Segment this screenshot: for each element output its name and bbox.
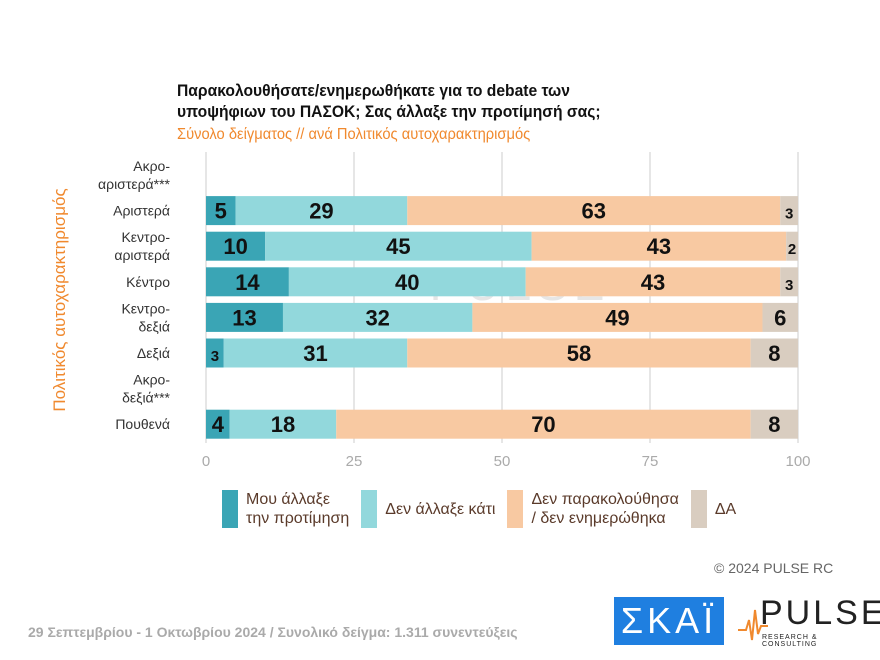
data-label: 45 <box>386 234 410 259</box>
category-label: Κεντρο- <box>121 300 170 316</box>
data-label: 5 <box>215 199 227 224</box>
chart-title: Παρακολουθήσατε/ενημερωθήκατε για το deb… <box>177 80 601 122</box>
category-label: Κέντρο <box>126 274 170 290</box>
data-label: 31 <box>303 341 327 366</box>
data-label: 29 <box>309 199 333 224</box>
bar-segment <box>762 302 798 332</box>
data-label: 63 <box>582 199 606 224</box>
data-label: 2 <box>788 241 796 258</box>
data-label: 3 <box>785 206 793 223</box>
bar-segment <box>780 196 798 226</box>
legend: Μου άλλαξε την προτίμηση Δεν άλλαξε κάτι Δε… <box>222 490 736 528</box>
x-tick-label: 0 <box>202 453 210 470</box>
category-label: Πουθενά <box>115 416 170 432</box>
bar-segment <box>265 231 532 261</box>
category-label: Αριστερά <box>113 203 170 219</box>
bar-segment <box>206 302 283 332</box>
legend-item: ΔΑ <box>690 490 737 528</box>
bar-segment <box>282 302 473 332</box>
category-label: Κεντρο- <box>121 229 170 245</box>
legend-item: Δεν παρακολούθησα / δεν ενημερώθηκα <box>507 490 679 528</box>
legend-swatch <box>507 490 524 528</box>
bar-segment <box>407 338 751 368</box>
category-label: Ακρο- <box>133 158 170 174</box>
legend-item: Δεν άλλαξε κάτι <box>361 490 495 528</box>
data-label: 10 <box>223 234 247 259</box>
bar-segment <box>206 267 289 297</box>
bar-segment <box>206 409 230 439</box>
data-label: 70 <box>531 412 555 437</box>
data-label: 8 <box>768 341 780 366</box>
data-label: 18 <box>271 412 295 437</box>
data-label: 3 <box>785 277 793 294</box>
x-tick-label: 50 <box>494 453 511 470</box>
bar-segment <box>235 196 408 226</box>
data-label: 32 <box>365 305 389 330</box>
legend-swatch <box>222 490 238 528</box>
category-label: δεξιά*** <box>122 390 170 406</box>
bar-segment <box>525 267 781 297</box>
data-label: 13 <box>232 305 256 330</box>
bar-segment <box>786 231 798 261</box>
legend-label: Δεν παρακολούθησα / δεν ενημερώθηκα <box>531 491 679 527</box>
bar-segment <box>206 231 266 261</box>
bar-segment <box>336 409 751 439</box>
bar-segment <box>206 196 236 226</box>
legend-swatch <box>361 490 378 528</box>
chart-subtitle: Σύνολο δείγματος // ανά Πολιτικός αυτοχα… <box>177 126 531 143</box>
data-label: 14 <box>235 270 260 295</box>
legend-label: Δεν άλλαξε κάτι <box>385 500 496 518</box>
bar-segment <box>288 267 526 297</box>
data-label: 49 <box>605 305 629 330</box>
data-label: 43 <box>641 270 665 295</box>
x-tick-label: 25 <box>346 453 363 470</box>
legend-label: ΔΑ <box>714 500 737 518</box>
data-label: 40 <box>395 270 419 295</box>
legend-item: Μου άλλαξε την προτίμηση <box>222 490 349 528</box>
x-tick-label: 100 <box>785 453 810 470</box>
bar-segment <box>750 409 798 439</box>
bar-segment <box>223 338 408 368</box>
bar-segment <box>750 338 798 368</box>
pulse-logo: PULSE RESEARCH & CONSULTING <box>738 594 880 648</box>
category-label: δεξιά <box>138 318 170 334</box>
bar-segment <box>780 267 798 297</box>
bar-segment <box>206 338 224 368</box>
category-label: αριστερά <box>114 247 170 263</box>
title-line: Παρακολουθήσατε/ενημερωθήκατε για το deb… <box>177 81 570 100</box>
bar-segment <box>229 409 337 439</box>
data-label: 6 <box>774 305 786 330</box>
bar-segment <box>531 231 787 261</box>
bar-chart: 0255075100PULSEΑκρο-αριστερά***Αριστερά5… <box>98 152 811 470</box>
x-tick-label: 75 <box>642 453 659 470</box>
bar-segment <box>472 302 763 332</box>
copyright: © 2024 PULSE RC <box>714 560 834 576</box>
title-line: υποψήφιων του ΠΑΣΟΚ; Σας άλλαξε την προτ… <box>177 102 601 121</box>
data-label: 8 <box>768 412 780 437</box>
category-label: Ακρο- <box>133 372 170 388</box>
data-label: 3 <box>211 348 219 365</box>
bar-segment <box>407 196 781 226</box>
category-label: Δεξιά <box>137 345 170 361</box>
legend-label: Μου άλλαξε την προτίμηση <box>246 491 350 527</box>
legend-swatch <box>690 490 707 528</box>
data-label: 58 <box>567 341 591 366</box>
category-label: αριστερά*** <box>98 176 171 192</box>
footer-note: 29 Σεπτεμβρίου - 1 Οκτωβρίου 2024 / Συνο… <box>28 624 518 640</box>
data-label: 43 <box>647 234 671 259</box>
data-label: 4 <box>212 412 225 437</box>
skai-logo: ΣΚΑΪ <box>614 597 724 645</box>
